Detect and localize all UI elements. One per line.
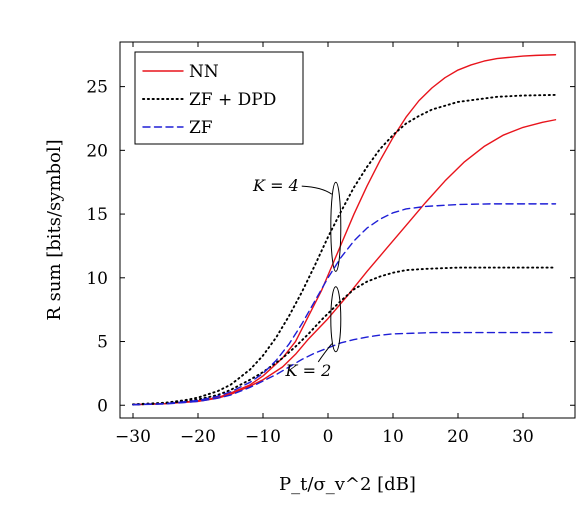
series-line-nn-k-4 bbox=[132, 54, 557, 406]
plot-frame bbox=[119, 41, 576, 419]
annotation-k-2: K = 2 bbox=[285, 361, 332, 380]
series-line-zf-dpd-k-2 bbox=[132, 266, 557, 406]
k4-ellipse bbox=[330, 181, 342, 272]
annotation-k-4: K = 4 bbox=[252, 176, 299, 195]
annotation-layer: K = 4 K = 2 bbox=[252, 176, 342, 380]
legend-label-nn: NN bbox=[189, 62, 219, 82]
x-tick-label: −20 bbox=[180, 427, 216, 447]
series-line-nn-k-2 bbox=[132, 119, 557, 406]
y-tick-label: 15 bbox=[86, 205, 108, 225]
y-tick-label: 20 bbox=[86, 141, 108, 161]
k2-ellipse bbox=[330, 286, 342, 353]
x-tick-label: 10 bbox=[382, 427, 404, 447]
legend-label-zf-dpd: ZF + DPD bbox=[189, 90, 276, 110]
legend: NN ZF + DPD ZF bbox=[134, 51, 304, 145]
k4-connector bbox=[301, 185, 333, 195]
series-line-zf-k-2 bbox=[132, 331, 557, 406]
x-tick-label: −10 bbox=[245, 427, 281, 447]
k2-connector bbox=[317, 343, 333, 363]
tick-layer: −30 −20 −10 0 10 20 30 0 5 10 15 20 25 bbox=[86, 42, 575, 447]
y-tick-label: 5 bbox=[97, 333, 108, 353]
legend-label-zf: ZF bbox=[189, 118, 213, 138]
y-tick-label: 10 bbox=[86, 269, 108, 289]
series-line-zf-k-4 bbox=[132, 203, 557, 406]
x-tick-label: 30 bbox=[512, 427, 534, 447]
y-tick-label: 25 bbox=[86, 78, 108, 98]
y-tick-label: 0 bbox=[97, 396, 108, 416]
x-tick-label: −30 bbox=[115, 427, 151, 447]
x-tick-label: 0 bbox=[323, 427, 334, 447]
y-axis-label: R sum [bits/symbol] bbox=[44, 139, 65, 320]
x-axis-label: P_t/σ_v^2 [dB] bbox=[279, 474, 416, 495]
x-tick-label: 20 bbox=[447, 427, 469, 447]
